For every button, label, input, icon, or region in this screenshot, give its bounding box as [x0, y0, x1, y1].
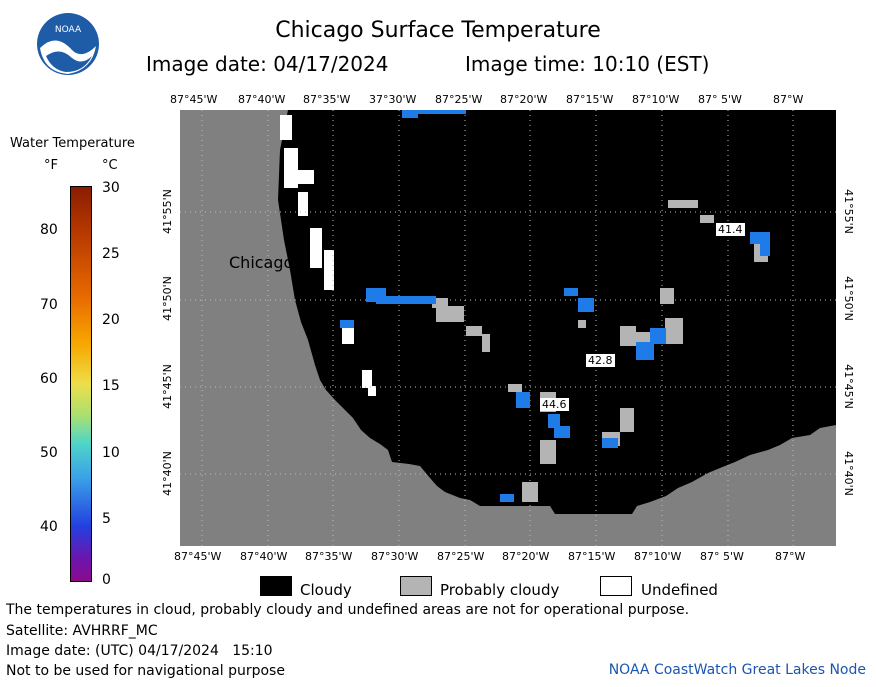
page-title: Chicago Surface Temperature: [275, 18, 601, 43]
lon-label-top: 87°35'W: [303, 93, 351, 106]
temp-label: 42.8: [586, 354, 615, 367]
cloud-area: [278, 110, 836, 514]
city-marker: [297, 245, 305, 253]
color-scale-bar: [70, 186, 92, 582]
legend-title: Water Temperature: [10, 136, 135, 151]
image-date: Image date: 04/17/2024: [146, 52, 389, 76]
c-tick: 25: [102, 246, 120, 262]
lon-label-top: 87°45'W: [170, 93, 218, 106]
lon-label-bottom: 87°25'W: [437, 550, 485, 563]
c-tick: 20: [102, 312, 120, 328]
satellite-text: Satellite: AVHRRF_MC: [6, 623, 158, 639]
lat-label-right: 41°55'N: [841, 189, 855, 234]
lon-label-bottom: 87°45'W: [174, 550, 222, 563]
undefined-label: Undefined: [641, 581, 718, 599]
c-tick: 5: [102, 511, 111, 527]
lat-label-left: 41°40'N: [160, 451, 174, 496]
cloudy-label: Cloudy: [300, 581, 352, 599]
f-tick: 70: [40, 297, 58, 313]
f-tick: 80: [40, 222, 58, 238]
lat-label-left: 41°45'N: [160, 364, 174, 409]
city-label: Chicago: [229, 253, 294, 272]
probably-cloudy-label: Probably cloudy: [440, 581, 560, 599]
f-tick: 60: [40, 371, 58, 387]
lat-label-right: 41°45'N: [841, 364, 855, 409]
lon-label-top: 87°25'W: [435, 93, 483, 106]
cloudy-swatch: [260, 576, 292, 596]
probably-cloudy-swatch: [400, 576, 432, 596]
water-temp-areas: [340, 110, 770, 502]
lon-label-bottom: 87°20'W: [502, 550, 550, 563]
lat-label-left: 41°55'N: [160, 189, 174, 234]
lat-label-right: 41°50'N: [841, 276, 855, 321]
lon-label-top: 87° 5'W: [698, 93, 742, 106]
undefined-swatch: [600, 576, 632, 596]
c-tick: 15: [102, 378, 120, 394]
temp-label: 44.6: [540, 398, 569, 411]
lon-label-top: 87°15'W: [566, 93, 614, 106]
c-tick: 30: [102, 180, 120, 196]
lon-label-bottom: 87°40'W: [240, 550, 288, 563]
lon-label-bottom: 87°15'W: [568, 550, 616, 563]
disclaimer-text: The temperatures in cloud, probably clou…: [6, 602, 690, 618]
c-tick: 10: [102, 445, 120, 461]
lon-label-bottom: 87°30'W: [371, 550, 419, 563]
lat-label-left: 41°50'N: [160, 276, 174, 321]
lon-label-top: 87°40'W: [238, 93, 286, 106]
logo-text: NOAA: [55, 25, 82, 35]
temperature-map: [180, 110, 836, 546]
c-tick: 0: [102, 572, 111, 588]
lon-label-bottom: 87°W: [775, 550, 806, 563]
lon-label-top: 87°W: [773, 93, 804, 106]
credit-text: NOAA CoastWatch Great Lakes Node: [608, 662, 866, 678]
lon-label-top: 37°30'W: [369, 93, 417, 106]
f-tick: 50: [40, 445, 58, 461]
lon-label-top: 87°10'W: [632, 93, 680, 106]
image-time: Image time: 10:10 (EST): [465, 52, 710, 76]
lat-label-right: 41°40'N: [841, 451, 855, 496]
unit-celsius: °C: [102, 158, 118, 173]
temp-label: 41.4: [716, 223, 745, 236]
f-tick: 40: [40, 519, 58, 535]
noaa-logo: NOAA: [36, 12, 100, 76]
unit-fahrenheit: °F: [44, 158, 58, 173]
lon-label-bottom: 87°35'W: [305, 550, 353, 563]
lon-label-bottom: 87°10'W: [634, 550, 682, 563]
lon-label-bottom: 87° 5'W: [700, 550, 744, 563]
navigation-warning: Not to be used for navigational purpose: [6, 663, 285, 679]
lon-label-top: 87°20'W: [500, 93, 548, 106]
utc-date-text: Image date: (UTC) 04/17/2024 15:10: [6, 643, 273, 659]
